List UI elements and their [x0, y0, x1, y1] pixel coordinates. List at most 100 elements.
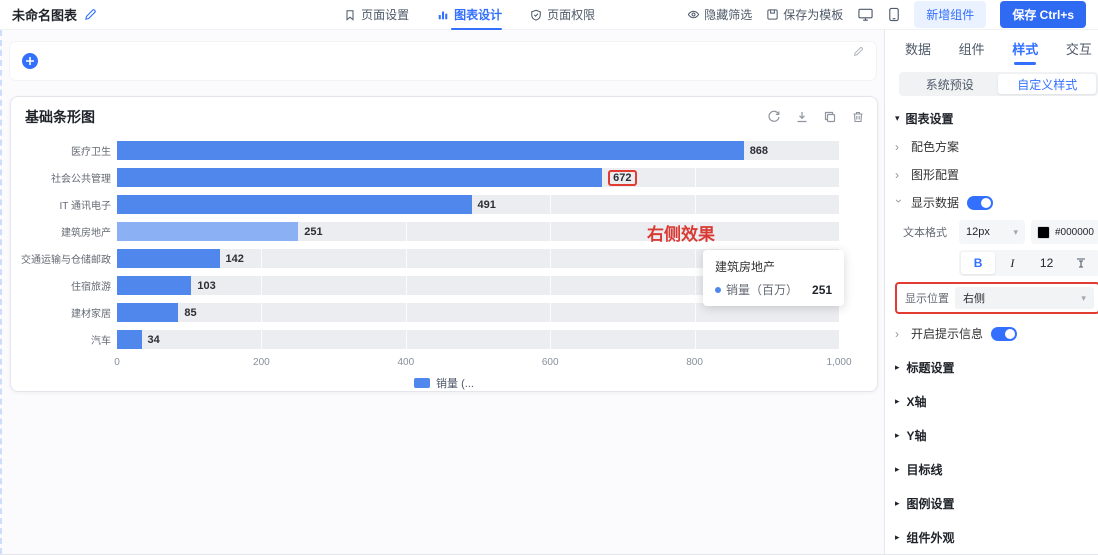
triangle-down-icon: ▾	[895, 113, 900, 123]
section-图例设置[interactable]: ▸ 图例设置	[895, 497, 955, 511]
section-组件外观[interactable]: ▸ 组件外观	[895, 531, 955, 545]
bar[interactable]	[117, 276, 192, 295]
chevron-right-icon: ›	[895, 139, 899, 154]
bar[interactable]	[117, 168, 603, 187]
style-mode-segmented: 系统预设 自定义样式	[899, 72, 1098, 96]
panel-tabs: 数据 组件 样式 交互	[885, 30, 1098, 66]
value-label: 142	[225, 252, 244, 265]
bar-track: 672	[117, 168, 839, 187]
delete-icon[interactable]	[851, 110, 865, 124]
topbar-tab[interactable]: 图表设计	[437, 0, 503, 30]
bar-row[interactable]: 住宿旅游 103	[11, 272, 877, 299]
value-label: 251	[304, 225, 323, 238]
panel-tab-组件[interactable]: 组件	[958, 41, 985, 57]
desktop-preview-icon[interactable]	[857, 7, 874, 22]
mobile-preview-icon[interactable]	[888, 7, 900, 22]
topbar-tabs: 页面设置 图表设计 页面权限	[344, 0, 595, 30]
add-component-button[interactable]: 新增组件	[914, 1, 987, 28]
add-filter-button[interactable]	[22, 53, 38, 69]
section-Y轴[interactable]: ▸ Y轴	[895, 429, 927, 443]
category-label: IT 通讯电子	[59, 201, 111, 212]
segment-option[interactable]: 系统预设	[925, 77, 974, 92]
hide-filter-button[interactable]: 隐藏筛选	[687, 6, 752, 23]
copy-icon[interactable]	[823, 110, 837, 124]
x-tick: 200	[253, 357, 270, 368]
show-data-toggle[interactable]	[967, 195, 994, 210]
tooltip-toggle[interactable]	[991, 326, 1018, 341]
row-color-scheme[interactable]: › 配色方案	[895, 139, 960, 155]
bar-row[interactable]: 交通运输与仓储邮政 142	[11, 245, 877, 272]
refresh-icon[interactable]	[767, 110, 781, 124]
bar-track: 251	[117, 222, 839, 241]
save-template-button[interactable]: 保存为模板	[766, 6, 843, 23]
section-chart-settings[interactable]: ▾ 图表设置	[895, 112, 954, 126]
section-标题设置[interactable]: ▸ 标题设置	[895, 361, 955, 375]
bold-button[interactable]: B	[961, 252, 996, 274]
chart-card[interactable]: 基础条形图	[10, 96, 878, 392]
filter-strip	[10, 42, 876, 80]
bar-row[interactable]: 建筑房地产 251	[11, 218, 877, 245]
chevron-down-icon: ›	[892, 198, 906, 203]
panel-tab-样式[interactable]: 样式	[1012, 30, 1038, 66]
download-icon[interactable]	[795, 110, 809, 124]
value-label: 868	[749, 144, 769, 157]
bar-row[interactable]: 汽车 34	[11, 326, 877, 353]
section-目标线[interactable]: ▸ 目标线	[895, 463, 943, 477]
bar[interactable]	[117, 141, 744, 160]
bar-track: 868	[117, 141, 839, 160]
bar-row[interactable]: IT 通讯电子 491	[11, 191, 877, 218]
panel-tab-数据[interactable]: 数据	[905, 41, 932, 57]
category-label: 社会公共管理	[51, 174, 111, 185]
display-position-select[interactable]: 右侧 ▾	[955, 287, 1094, 309]
bar-row[interactable]: 社会公共管理 672	[11, 164, 877, 191]
edit-title-icon[interactable]	[84, 8, 97, 21]
row-shape-config[interactable]: › 图形配置	[895, 167, 960, 183]
shield-icon	[530, 9, 542, 21]
value-label: 85	[184, 306, 197, 319]
triangle-right-icon: ▸	[895, 464, 900, 474]
bar[interactable]	[117, 330, 142, 349]
chart-tooltip: 建筑房地产 销量（百万） 251	[703, 250, 845, 306]
bar-track: 103	[117, 276, 839, 295]
bar[interactable]	[117, 222, 299, 241]
category-label: 建材家居	[71, 309, 111, 320]
font-size-value[interactable]: 12	[1039, 256, 1054, 270]
bar[interactable]	[117, 303, 179, 322]
category-label: 医疗卫生	[71, 147, 111, 158]
bar-plot: 医疗卫生 868 社会公共管理 672 IT 通讯电子 491 建筑房地产 251 交通运输与仓…	[11, 137, 877, 353]
tooltip-series: 销量（百万）	[726, 283, 799, 297]
legend[interactable]: 销量 (...	[11, 375, 877, 391]
triangle-right-icon: ▸	[895, 362, 900, 372]
triangle-right-icon: ▸	[895, 532, 900, 542]
chart-icon	[437, 9, 449, 21]
bar-track: 142	[117, 249, 839, 268]
font-color-picker[interactable]: #000000	[1031, 220, 1098, 244]
bar-track: 491	[117, 195, 839, 214]
row-font-style: B I 12	[959, 250, 1098, 276]
font-size-select[interactable]: 12px ▾	[959, 220, 1025, 244]
panel-tab-交互[interactable]: 交互	[1065, 41, 1092, 57]
letter-spacing-icon[interactable]	[1064, 252, 1098, 274]
category-label: 建筑房地产	[61, 228, 111, 239]
eye-icon	[687, 8, 700, 21]
page-title: 未命名图表	[12, 8, 78, 23]
segment-option[interactable]: 自定义样式	[998, 74, 1096, 94]
save-button[interactable]: 保存 Ctrl+s	[1000, 1, 1086, 28]
bar-row[interactable]: 医疗卫生 868	[11, 137, 877, 164]
topbar-tab[interactable]: 页面权限	[530, 0, 595, 30]
chevron-down-icon: ▾	[1081, 292, 1086, 303]
style-panel: 数据 组件 样式 交互 系统预设 自定义样式 ▾ 图表设置 › 配色方案 › 图形配置 …	[884, 30, 1098, 554]
row-show-data[interactable]: › 显示数据	[892, 194, 1098, 211]
topbar-tab[interactable]: 页面设置	[344, 0, 409, 30]
strip-edit-icon[interactable]	[853, 46, 864, 57]
bar-row[interactable]: 建材家居 85	[11, 299, 877, 326]
bar[interactable]	[117, 249, 220, 268]
bar[interactable]	[117, 195, 472, 214]
section-X轴[interactable]: ▸ X轴	[895, 395, 927, 409]
collapsed-sections: ▸ 标题设置 ▸ X轴 ▸ Y轴 ▸ 目标线 ▸ 图例设置 ▸ 组件外观	[895, 359, 1098, 546]
hide-filter-label: 隐藏筛选	[704, 8, 753, 22]
row-tooltip-toggle[interactable]: › 开启提示信息	[895, 325, 1098, 342]
triangle-right-icon: ▸	[895, 430, 900, 440]
italic-button[interactable]: I	[1010, 255, 1015, 270]
